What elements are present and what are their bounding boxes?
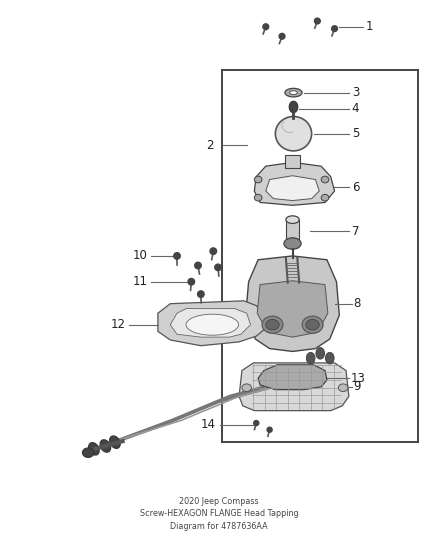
Polygon shape: [257, 281, 328, 337]
Ellipse shape: [82, 448, 94, 457]
Text: 3: 3: [352, 86, 359, 99]
Ellipse shape: [242, 384, 251, 392]
Polygon shape: [158, 301, 268, 346]
Text: 12: 12: [110, 318, 125, 331]
Bar: [222, 70, 418, 442]
Circle shape: [263, 24, 268, 30]
Ellipse shape: [254, 195, 262, 201]
Text: 13: 13: [351, 372, 366, 385]
Ellipse shape: [321, 195, 329, 201]
Polygon shape: [239, 363, 349, 410]
Ellipse shape: [100, 440, 111, 452]
Ellipse shape: [290, 91, 297, 94]
Ellipse shape: [321, 176, 329, 183]
Ellipse shape: [284, 238, 301, 249]
Polygon shape: [258, 365, 327, 390]
Ellipse shape: [306, 319, 319, 330]
Text: 14: 14: [201, 418, 216, 432]
Polygon shape: [246, 256, 339, 351]
Ellipse shape: [339, 384, 348, 392]
Circle shape: [198, 291, 204, 297]
Text: 5: 5: [352, 127, 359, 140]
Text: 10: 10: [133, 249, 147, 262]
Ellipse shape: [325, 352, 334, 364]
Ellipse shape: [286, 216, 299, 223]
Bar: [285, 155, 300, 168]
Circle shape: [279, 34, 285, 39]
Circle shape: [314, 18, 320, 24]
Circle shape: [254, 421, 259, 426]
Ellipse shape: [88, 442, 99, 455]
Text: 9: 9: [353, 380, 361, 393]
Text: 8: 8: [353, 297, 361, 310]
Bar: [286, 220, 299, 241]
Circle shape: [188, 278, 194, 285]
Polygon shape: [170, 309, 251, 337]
Ellipse shape: [266, 319, 279, 330]
Text: 4: 4: [352, 102, 359, 115]
Circle shape: [195, 262, 201, 269]
Ellipse shape: [307, 352, 315, 364]
Text: 6: 6: [352, 181, 359, 193]
Ellipse shape: [262, 316, 283, 333]
Text: 7: 7: [352, 224, 359, 238]
Circle shape: [210, 248, 216, 254]
Text: 2: 2: [206, 139, 213, 152]
Ellipse shape: [276, 117, 311, 151]
Ellipse shape: [289, 101, 298, 112]
Ellipse shape: [302, 316, 323, 333]
Ellipse shape: [254, 176, 262, 183]
Circle shape: [174, 253, 180, 259]
Circle shape: [215, 264, 221, 271]
Circle shape: [332, 26, 337, 31]
Circle shape: [267, 427, 272, 432]
Ellipse shape: [316, 348, 325, 359]
Text: 2020 Jeep Compass
Screw-HEXAGON FLANGE Head Tapping
Diagram for 4787636AA: 2020 Jeep Compass Screw-HEXAGON FLANGE H…: [140, 497, 298, 530]
Text: 11: 11: [132, 275, 147, 288]
Ellipse shape: [110, 436, 120, 448]
Ellipse shape: [285, 88, 302, 97]
Ellipse shape: [186, 314, 239, 335]
Text: 1: 1: [366, 20, 374, 33]
Polygon shape: [254, 163, 335, 205]
Polygon shape: [266, 176, 319, 200]
